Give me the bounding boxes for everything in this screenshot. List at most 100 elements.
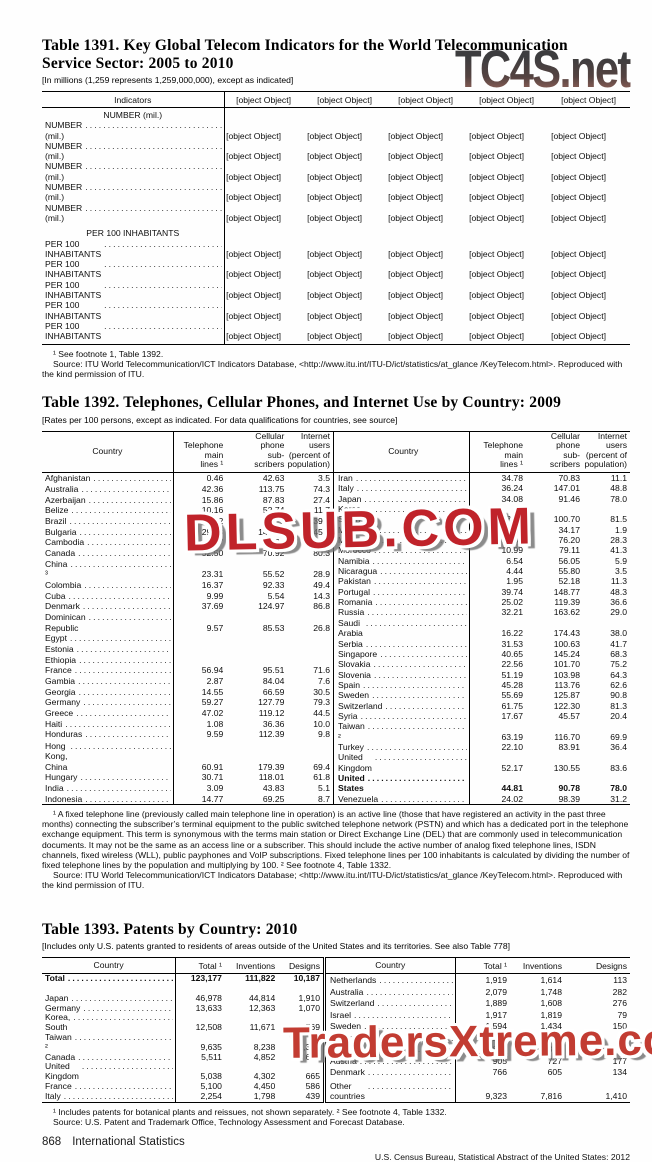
telephone-lines-value: 61.75 [501,700,523,711]
country-name: United Kingdom [338,752,372,773]
patent-row: Japan 46,978 44,814 1,910 [42,993,325,1004]
indicator-label: NUMBER (mil.) [45,161,83,182]
cellular-subscribers-value: 85.53 [262,622,285,633]
value-cell: [object Object] [388,171,443,182]
telephone-lines-value: 39.74 [501,586,523,597]
dot-leader [366,618,467,628]
internet-users-value: 69.4 [313,761,330,772]
telephone-lines-value: 53.69 [501,514,523,525]
country-name: Brazil [45,516,67,527]
dot-leader [381,794,466,804]
dot-leader [71,994,173,1004]
dot-leader [372,690,466,700]
indicator-row: NUMBER (mil.) [object Object] [object Ob… [42,202,630,224]
country-name: Nicaragua [338,566,378,577]
cellular-subscribers-value: 95.51 [262,665,285,676]
country-name: France [45,1081,72,1091]
patent-row: Finland 1,232 1,143 82 [326,1031,630,1044]
value-cell: [object Object] [226,310,281,321]
country-name: United Kingdom [45,1062,79,1082]
value-cell: [object Object] [388,130,443,141]
country-cell: Hong Kong, China [42,739,174,772]
designs-value: 635 [305,1051,320,1062]
dot-leader [68,974,173,984]
patent-row: Austria 905 727 177 [326,1055,630,1067]
dot-leader [71,505,170,515]
dot-leader [85,161,221,171]
dot-leader [380,649,466,659]
telephone-lines-value: 30.71 [201,772,224,783]
cellular-subscribers-value [226,654,287,665]
value-cell: [object Object] [469,192,524,203]
total-patents-value: 5,038 [200,1071,222,1082]
country-row: Italy 36.24 147.01 48.8 [334,483,630,494]
dot-leader [89,495,171,505]
country-name: Italy [45,1091,61,1101]
column-header-internet-users: Internet users (percent of population) [287,431,334,474]
inventions-value: 727 [547,1055,562,1066]
internet-users-value: 48.3 [610,586,627,597]
dot-leader [364,1045,452,1055]
country-name: Afghanistan [45,473,91,484]
value-cell: [object Object] [307,192,362,203]
dot-leader [104,280,221,290]
column-header-cellular-subscribers: Cellular phone sub- scribers [226,431,288,474]
cellular-subscribers-value: 125.87 [553,690,580,701]
total-patents-value: 1,889 [485,998,507,1009]
country-cell: Mali [334,524,470,536]
dot-leader [374,670,467,680]
cellular-subscribers-value: 66.59 [262,686,285,697]
dot-leader [366,504,466,514]
dot-leader [80,527,171,537]
country-name: Pakistan [338,576,371,587]
country-name: Canada [45,1052,76,1062]
cellular-subscribers-value: 147.01 [553,483,580,494]
inventions-value: 4,852 [253,1051,276,1062]
telephone-lines-value: 9.57 [206,622,224,633]
cellular-subscribers-value [226,644,287,655]
column-header-telephone-lines: Telephone main lines ¹ [469,431,526,474]
cellular-subscribers-value: 140.18 [258,526,285,537]
designs-value: 10,187 [293,973,320,984]
column-header-designs: Designs [565,957,630,975]
internet-users-value: 45.0 [313,526,330,537]
country-name: Germany [45,1003,81,1013]
country-row: Iran 34.78 70.83 11.1 [334,472,630,484]
cellular-subscribers-value: 112.39 [258,729,285,740]
table-1392-right-half: Country Telephone main lines ¹ Cellular … [334,430,630,806]
country-name: Sweden [338,690,370,701]
patent-row: France 5,100 4,450 586 [42,1081,325,1092]
telephone-lines-value: 47.02 [201,708,224,719]
country-name: Finland [330,1033,359,1043]
country-name: Honduras [45,729,83,740]
telephone-lines-value: 32.21 [501,607,523,618]
dot-leader [104,259,221,269]
dot-leader [377,999,452,1009]
column-header-inventions: Inventions [510,957,565,975]
table-1391-footnote: ¹ See footnote 1, Table 1392. [53,348,164,359]
country-name: Venezuela [338,793,379,804]
indicator-label-cell: PER 100 INHABITANTS [42,279,225,301]
dot-leader [85,203,221,213]
telephone-lines-value: 63.19 [501,731,523,742]
telephone-lines-value: 52.17 [501,762,523,773]
total-patents-value: 123,177 [190,973,222,984]
column-header-internet-users: Internet users (percent of population) [583,431,630,474]
dot-leader [373,587,466,597]
cellular-subscribers-value: 69.25 [262,793,285,804]
dot-leader [366,988,452,998]
country-cell: Japan [42,993,177,1004]
cellular-subscribers-value: 89.79 [262,516,285,527]
value-cell: [object Object] [226,151,281,162]
country-cell: Denmark [42,601,174,612]
country-cell: United Kingdom [42,1062,177,1082]
internet-users-value: 78.0 [610,493,627,504]
total-patents-value: 905 [492,1055,507,1066]
cellular-subscribers-value: 101.70 [553,659,580,670]
total-patents-value: 1,594 [485,1021,507,1032]
telephone-lines-value: 21.42 [201,516,224,527]
internet-users-value: 80.3 [313,548,330,559]
internet-users-value: 29.0 [610,607,627,618]
country-cell: Ethiopia [42,654,174,666]
country-cell: Total [42,973,177,984]
